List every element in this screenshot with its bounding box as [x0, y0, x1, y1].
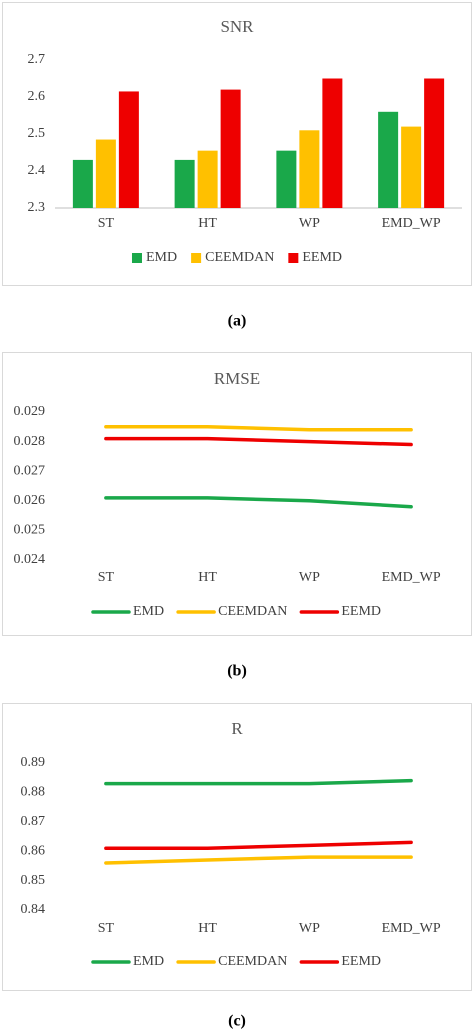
bar [378, 111, 399, 208]
y-tick-label: 0.025 [14, 523, 46, 538]
legend-swatch [288, 253, 299, 263]
y-tick-label: 0.024 [14, 552, 46, 567]
x-tick-label: HT [198, 921, 217, 936]
bar [72, 159, 93, 208]
y-tick-label: 0.027 [14, 463, 46, 478]
line [104, 496, 413, 509]
y-tick-label: 2.6 [28, 89, 46, 104]
y-tick-label: 0.026 [14, 493, 46, 508]
y-tick-label: 0.84 [21, 902, 46, 917]
legend-label: EEMD [302, 250, 342, 265]
bar [276, 150, 297, 208]
y-tick-label: 0.029 [14, 404, 46, 419]
y-tick-label: 0.88 [21, 785, 46, 800]
bar [197, 150, 218, 208]
chart-title: SNR [220, 17, 254, 36]
y-tick-label: 0.87 [21, 814, 46, 829]
x-tick-label: WP [299, 570, 320, 585]
line [104, 425, 413, 432]
x-tick-label: ST [98, 216, 115, 231]
y-tick-label: 0.89 [21, 755, 46, 770]
bar [299, 130, 320, 208]
caption: (b) [227, 663, 247, 680]
x-tick-label: WP [299, 921, 320, 936]
x-tick-label: HT [198, 216, 217, 231]
caption: (a) [228, 313, 247, 330]
legend-swatch [191, 253, 202, 263]
x-tick-label: ST [98, 921, 115, 936]
legend-label: EEMD [341, 604, 381, 619]
x-tick-label: EMD_WP [382, 570, 441, 585]
y-tick-label: 2.5 [28, 126, 46, 141]
caption: (c) [228, 1013, 246, 1030]
legend-label: EEMD [341, 954, 381, 969]
chart-frame [2, 352, 472, 636]
legend-swatch [131, 253, 142, 263]
bar [322, 78, 343, 208]
x-tick-label: EMD_WP [382, 216, 441, 231]
line [104, 778, 413, 786]
y-tick-label: 0.85 [21, 873, 46, 888]
legend-label: EMD [133, 604, 164, 619]
line [104, 840, 413, 851]
y-tick-label: 2.3 [28, 200, 46, 215]
x-tick-label: WP [299, 216, 320, 231]
legend-label: EMD [133, 954, 164, 969]
chart-title: R [231, 719, 243, 738]
chart-title: RMSE [214, 369, 260, 388]
x-tick-label: HT [198, 570, 217, 585]
line [104, 436, 413, 447]
legend-label: CEEMDAN [218, 604, 287, 619]
y-tick-label: 0.028 [14, 434, 46, 449]
bar [118, 91, 139, 208]
x-tick-label: EMD_WP [382, 921, 441, 936]
y-tick-label: 2.4 [28, 163, 46, 178]
bar [424, 78, 445, 208]
bar [401, 126, 422, 208]
line [104, 855, 413, 865]
bar [174, 159, 195, 208]
legend-label: CEEMDAN [205, 250, 274, 265]
legend-label: CEEMDAN [218, 954, 287, 969]
bar [95, 139, 116, 208]
y-tick-label: 0.86 [21, 843, 46, 858]
legend-label: EMD [146, 250, 177, 265]
x-tick-label: ST [98, 570, 115, 585]
bar [220, 89, 241, 208]
y-tick-label: 2.7 [28, 52, 46, 67]
